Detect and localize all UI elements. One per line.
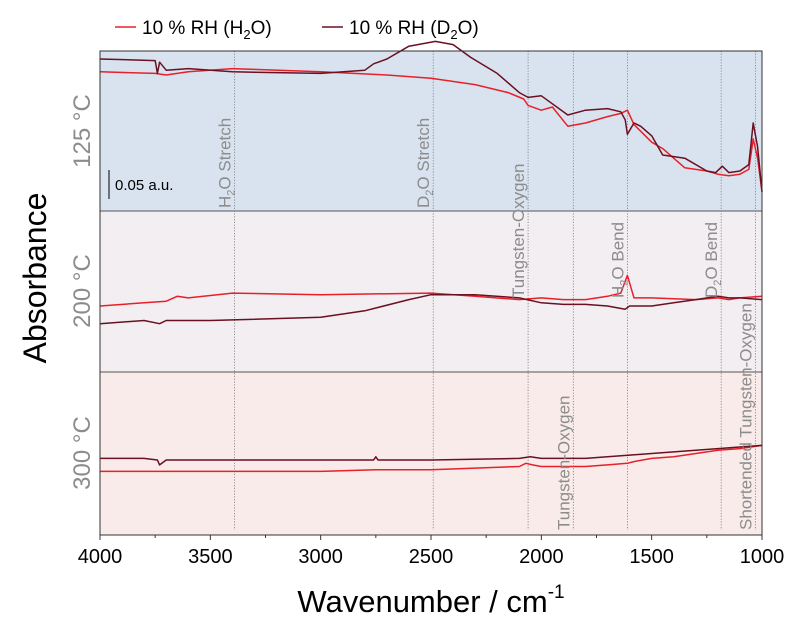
annotation-label: H2O Stretch — [216, 118, 238, 208]
y-axis-title: Absorbance — [17, 193, 53, 364]
annotation-label: Shortended Tungsten-Oxygen — [736, 303, 755, 530]
annotation-label: H2O Bend — [608, 222, 630, 298]
x-tick-label: 3500 — [188, 546, 233, 568]
legend-label-d2o: 10 % RH (D2O) — [349, 18, 479, 42]
scale-bar: 0.05 a.u. — [108, 170, 173, 199]
x-tick-label: 3000 — [298, 546, 343, 568]
annotation-label: D2O Stretch — [414, 118, 436, 208]
panel-label-300c: 300 °C — [69, 416, 96, 490]
x-tick-label: 1500 — [629, 546, 674, 568]
series-line-d2o — [100, 444, 763, 466]
legend: 10 % RH (H2O) 10 % RH (D2O) — [115, 18, 479, 42]
panel-background-200c — [100, 211, 762, 372]
x-axis-title: Wavenumber / cm-1 — [297, 582, 564, 619]
x-tick-label: 2500 — [409, 546, 454, 568]
series-line-d2o — [99, 40, 763, 192]
panel-background-300c — [100, 372, 762, 535]
series-line-d2o — [99, 293, 763, 325]
annotations: H2O Stretch D2O Stretch Tungsten-Oxygen H2O… — [216, 118, 756, 530]
annotation-label: D2O Bend — [702, 222, 724, 298]
annotation-label: Tungsten-Oxygen — [509, 164, 528, 299]
panel-label-200c: 200 °C — [69, 254, 96, 328]
scale-bar-label: 0.05 a.u. — [115, 177, 173, 194]
x-axis-title-main: Wavenumber / cm — [297, 584, 547, 619]
series-line-h2o — [100, 444, 763, 473]
x-tick-label: 1000 — [740, 546, 785, 568]
annotation-label: Tungsten-Oxygen — [554, 396, 573, 531]
legend-label-h2o: 10 % RH (H2O) — [142, 18, 272, 42]
x-axis-title-sup: -1 — [548, 582, 565, 603]
panel-label-125c: 125 °C — [69, 94, 96, 168]
x-axis: 4000 3500 3000 2500 2000 1500 1000 — [78, 535, 785, 568]
x-tick-label: 4000 — [78, 546, 123, 568]
series-layer — [99, 40, 763, 473]
x-tick-label: 2000 — [519, 546, 564, 568]
